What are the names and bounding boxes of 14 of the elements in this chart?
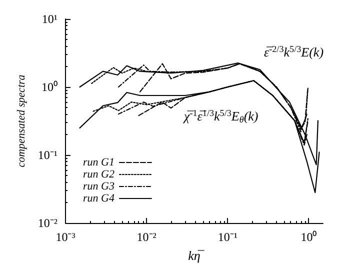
y-tick-label: 10⁻² [38, 216, 58, 230]
x-tick-label: 10⁻¹ [218, 230, 238, 244]
legend-label: run G2 [82, 168, 115, 180]
legend-label: run G1 [82, 156, 114, 168]
y-tick-label: 10¹ [42, 12, 58, 26]
legend-label: run G4 [82, 192, 115, 204]
y-tick-label: 10⁻¹ [38, 148, 58, 162]
y-tick-label: 10⁰ [42, 80, 58, 94]
x-tick-label: 10⁻³ [56, 230, 76, 244]
x-tick-label: 10⁰ [300, 230, 317, 244]
y-axis-title: compensated spectra [16, 74, 28, 168]
x-tick-label: 10⁻² [136, 230, 157, 244]
legend-label: run G3 [82, 180, 115, 192]
x-axis-title: kη̅ [188, 248, 204, 263]
